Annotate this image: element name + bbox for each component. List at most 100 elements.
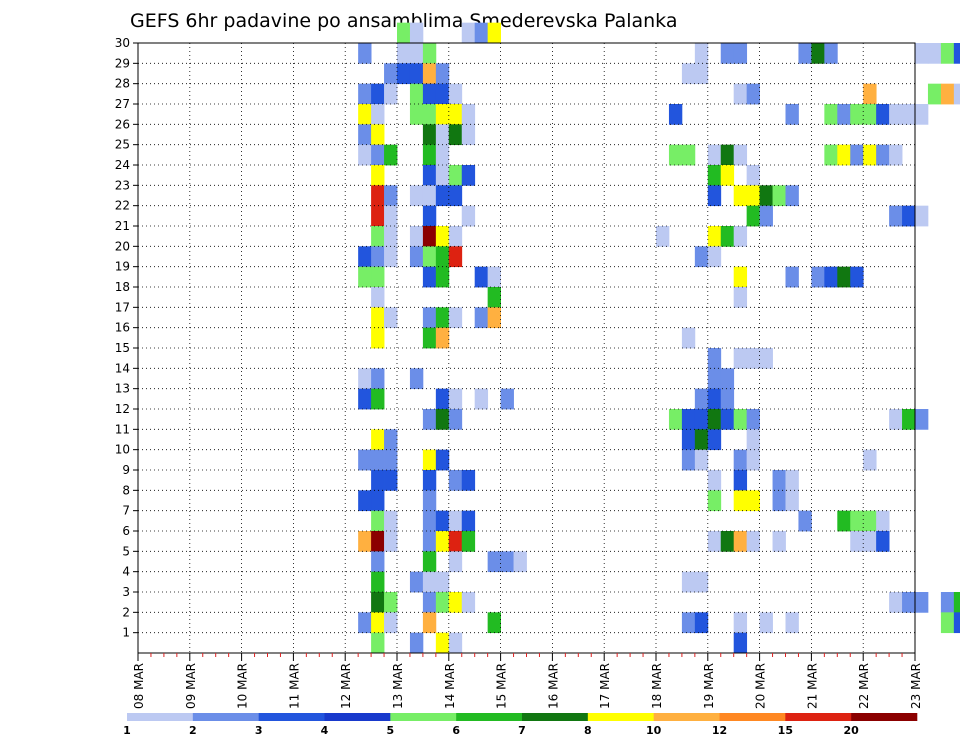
heatmap-cell — [461, 531, 476, 552]
heatmap-cell — [435, 165, 450, 186]
heatmap-cell — [785, 104, 799, 125]
heatmap-cell — [850, 531, 864, 552]
x-tick-label: 18 MAR — [650, 663, 664, 709]
y-tick-label: 12 — [115, 402, 130, 416]
y-tick-label: 15 — [115, 341, 130, 355]
heatmap-cell — [487, 307, 501, 329]
heatmap-cell — [720, 388, 735, 410]
heatmap-cell — [384, 144, 398, 166]
heatmap-cell — [422, 449, 437, 471]
heatmap-cell — [785, 490, 799, 512]
heatmap-cell — [876, 144, 890, 166]
heatmap-cell — [837, 104, 851, 125]
heatmap-cell — [448, 632, 463, 654]
y-tick-label: 8 — [122, 483, 130, 497]
heatmap-cell — [889, 104, 903, 125]
heatmap-cell — [448, 83, 463, 105]
heatmap-cell — [371, 592, 385, 613]
heatmap-cell — [487, 551, 501, 573]
heatmap-cell — [384, 592, 398, 613]
heatmap-cell — [435, 571, 450, 593]
heatmap-cell — [435, 510, 450, 532]
heatmap-cell — [720, 43, 735, 64]
heatmap-cell — [409, 226, 424, 247]
heatmap-cell — [371, 490, 385, 512]
heatmap-cell — [422, 43, 437, 64]
heatmap-cell — [733, 449, 748, 471]
heatmap-cell — [397, 43, 411, 64]
heatmap-cell — [759, 205, 773, 227]
heatmap-cell — [902, 409, 916, 430]
heatmap-cell — [733, 531, 748, 552]
heatmap-cell — [863, 449, 877, 471]
heatmap-cell — [668, 144, 683, 166]
heatmap-cell — [435, 246, 450, 268]
colorbar-swatch — [127, 713, 194, 721]
heatmap-cell — [448, 409, 463, 430]
y-tick-label: 30 — [115, 36, 130, 50]
x-tick-label: 23 MAR — [909, 663, 923, 709]
heatmap-cell — [733, 43, 748, 64]
heatmap-cell — [461, 205, 476, 227]
heatmap-cell — [707, 348, 722, 369]
heatmap-cell — [798, 510, 812, 532]
heatmap-cell — [720, 368, 735, 390]
heatmap-cell — [371, 144, 385, 166]
heatmap-cell — [358, 266, 372, 288]
heatmap-cell — [746, 449, 760, 471]
colorbar-label: 5 — [387, 724, 395, 737]
heatmap-cell — [448, 592, 463, 613]
heatmap-cell — [474, 22, 489, 44]
heatmap-cell — [358, 490, 372, 512]
heatmap-cell — [435, 226, 450, 247]
heatmap-cell — [863, 510, 877, 532]
heatmap-cell — [733, 185, 748, 207]
heatmap-cell — [461, 104, 476, 125]
heatmap-cell — [707, 490, 722, 512]
heatmap-cell — [384, 185, 398, 207]
heatmap-cell — [785, 266, 799, 288]
y-tick-label: 23 — [115, 178, 130, 192]
y-tick-label: 22 — [115, 199, 130, 213]
heatmap-cell — [371, 266, 385, 288]
y-tick-label: 29 — [115, 56, 130, 70]
heatmap-cell — [811, 266, 825, 288]
heatmap-cell — [422, 185, 437, 207]
heatmap-cell — [681, 449, 696, 471]
heatmap-cell — [474, 307, 489, 329]
heatmap-cell — [358, 246, 372, 268]
colorbar-label: 6 — [452, 724, 460, 737]
heatmap-cell — [759, 612, 773, 634]
y-tick-label: 21 — [115, 219, 130, 233]
y-tick-label: 11 — [115, 422, 130, 436]
heatmap-cell — [358, 83, 372, 105]
heatmap-cell — [435, 307, 450, 329]
heatmap-cell — [746, 83, 760, 105]
heatmap-cell — [707, 165, 722, 186]
y-tick-label: 20 — [115, 239, 130, 253]
heatmap-cell — [785, 612, 799, 634]
x-tick-label: 08 MAR — [132, 663, 146, 709]
heatmap-cell — [358, 449, 372, 471]
heatmap-cell — [694, 409, 709, 430]
heatmap-cell — [837, 144, 851, 166]
heatmap-cell — [681, 571, 696, 593]
heatmap-cell — [953, 83, 960, 105]
heatmap-cell — [953, 592, 960, 613]
heatmap-cell — [409, 632, 424, 654]
y-tick-label: 3 — [122, 585, 130, 599]
heatmap-cell — [733, 612, 748, 634]
y-tick-label: 2 — [122, 605, 130, 619]
heatmap-cell — [681, 429, 696, 451]
heatmap-cell — [863, 104, 877, 125]
heatmap-cell — [435, 409, 450, 430]
y-tick-label: 26 — [115, 117, 130, 131]
heatmap-cell — [811, 43, 825, 64]
y-tick-label: 28 — [115, 77, 130, 91]
heatmap-cell — [435, 185, 450, 207]
heatmap-cell — [746, 165, 760, 186]
heatmap-cell — [422, 63, 437, 85]
heatmap-cell — [915, 409, 929, 430]
heatmap-cell — [681, 63, 696, 85]
